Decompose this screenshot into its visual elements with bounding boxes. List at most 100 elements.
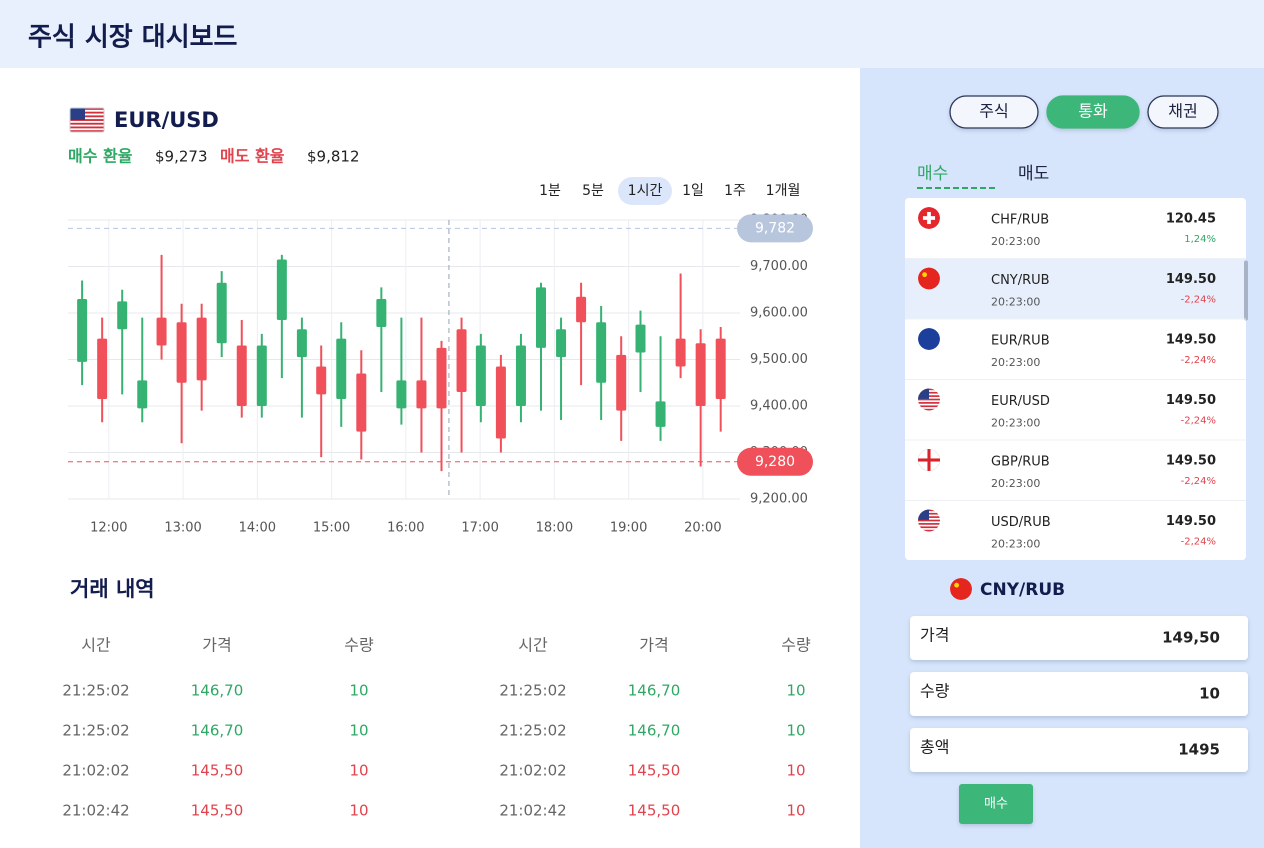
side-subtab[interactable]: 매수 — [917, 164, 948, 184]
x-tick-label: 14:00 — [239, 521, 276, 536]
pair-row[interactable]: GBP/RUB 20:23:00 149.50 -2,24% — [905, 439, 1246, 490]
market-tab-bg[interactable] — [1046, 95, 1140, 129]
candle-body — [535, 287, 546, 348]
candle-body — [376, 299, 387, 327]
x-tick-label: 12:00 — [90, 521, 127, 536]
flag-canton — [918, 509, 929, 520]
buy-rate-value: $9,273 — [155, 148, 208, 166]
flag-body — [918, 328, 940, 350]
price-badge — [737, 447, 813, 476]
timeframe-active-bg — [618, 177, 672, 205]
pair-row[interactable]: CHF/RUB 20:23:00 120.45 1,24% — [918, 207, 1216, 248]
flag-stripe — [70, 126, 104, 129]
flag-stripe — [70, 130, 104, 133]
pair-change: -2,24% — [1181, 295, 1216, 306]
pair-row-selected — [905, 258, 1246, 319]
flag-icon — [918, 328, 940, 350]
flag-body — [918, 267, 940, 290]
candle-body — [635, 324, 646, 353]
pair-price: 149.50 — [1166, 514, 1216, 529]
trades-header: 수량 — [781, 636, 811, 655]
pair-name: CNY/RUB — [991, 273, 1050, 288]
market-tab-label[interactable]: 통화 — [1078, 102, 1108, 121]
scrollbar — [1244, 260, 1248, 321]
market-tab[interactable]: 채권 — [1147, 95, 1219, 129]
timeframe-button[interactable]: 1주 — [724, 183, 746, 199]
flag-body — [950, 578, 972, 600]
candle-body — [515, 345, 526, 406]
flag-icon — [918, 207, 940, 229]
timeframe-button[interactable]: 1일 — [682, 183, 704, 199]
order-field[interactable] — [910, 616, 1248, 660]
order-field[interactable] — [910, 672, 1248, 716]
market-tab[interactable]: 주식 — [949, 95, 1039, 129]
timeframe-button[interactable]: 1시간 — [618, 177, 672, 205]
market-tab-bg[interactable] — [1147, 95, 1219, 129]
side-subtab[interactable]: 매도 — [1018, 164, 1049, 184]
candle-body — [216, 282, 227, 344]
candle-body — [356, 373, 367, 432]
x-tick-label: 15:00 — [313, 521, 350, 536]
order-button[interactable]: 매수 — [959, 784, 1033, 824]
price-badge-label: 9,782 — [755, 220, 795, 236]
order-button-bg[interactable] — [959, 784, 1033, 824]
sell-rate-label: 매도 환율 — [220, 147, 285, 166]
pair-row[interactable]: USD/RUB 20:23:00 149.50 -2,24% — [905, 500, 1246, 551]
order-button-label[interactable]: 매수 — [984, 797, 1008, 812]
timeframe-button[interactable]: 1개월 — [766, 183, 801, 199]
timeframe-label[interactable]: 1주 — [724, 183, 746, 199]
market-tab-label[interactable]: 주식 — [979, 102, 1008, 121]
pair-change: -2,24% — [1181, 476, 1216, 487]
timeframe-button[interactable]: 5분 — [582, 183, 604, 199]
candle-body — [256, 345, 267, 406]
timeframe-label[interactable]: 5분 — [582, 183, 604, 199]
flag-cross — [927, 449, 931, 471]
candle-body — [316, 366, 327, 395]
y-tick-label: 9,400.00 — [750, 399, 808, 414]
pair-row[interactable]: EUR/USD 20:23:00 149.50 -2,24% — [905, 379, 1246, 430]
pair-price: 149.50 — [1166, 272, 1216, 287]
candle-body — [276, 259, 287, 320]
flag-stripe — [70, 111, 104, 114]
flag-canton — [918, 388, 929, 399]
candle-body — [715, 338, 726, 400]
candle-body — [396, 380, 407, 409]
pair-row[interactable]: EUR/RUB 20:23:00 149.50 -2,24% — [905, 318, 1246, 369]
pair-price: 149.50 — [1166, 454, 1216, 469]
candle-body — [117, 301, 128, 330]
timeframe-button[interactable]: 1분 — [539, 183, 561, 199]
flag-stripe — [918, 408, 940, 411]
timeframe-label[interactable]: 1일 — [682, 183, 704, 199]
header-bar — [0, 0, 1264, 68]
flag-icon — [950, 578, 972, 600]
trades-title: 거래 내역 — [70, 577, 155, 601]
candle-body — [576, 296, 587, 323]
candle-body — [475, 345, 486, 406]
market-tab-bg[interactable] — [949, 95, 1039, 129]
order-pair: CNY/RUB — [980, 580, 1065, 600]
flag-bg — [950, 578, 972, 600]
trade-price: 146,70 — [628, 682, 681, 700]
pair-row[interactable]: CNY/RUB 20:23:00 149.50 -2,24% — [905, 258, 1248, 321]
x-tick-label: 17:00 — [461, 521, 498, 536]
order-field-value: 10 — [1199, 685, 1220, 703]
timeframe-label[interactable]: 1개월 — [766, 183, 801, 199]
market-tab[interactable]: 통화 — [1046, 95, 1140, 129]
flag-body — [918, 207, 940, 229]
y-tick-label: 9,700.00 — [750, 259, 808, 274]
candle-body — [137, 380, 148, 409]
flag-body — [918, 509, 940, 532]
trade-qty: 10 — [349, 762, 368, 780]
flag-icon — [918, 509, 940, 532]
order-field[interactable] — [910, 728, 1248, 772]
timeframe-label[interactable]: 1분 — [539, 183, 561, 199]
candle-body — [655, 401, 666, 427]
candle-body — [176, 322, 187, 383]
pair-time: 20:23:00 — [991, 296, 1040, 309]
pair-price: 120.45 — [1166, 212, 1216, 227]
timeframe-label[interactable]: 1시간 — [628, 183, 663, 199]
market-tab-label[interactable]: 채권 — [1168, 102, 1197, 121]
trade-price: 145,50 — [191, 802, 244, 820]
flag-stripe — [918, 402, 940, 404]
